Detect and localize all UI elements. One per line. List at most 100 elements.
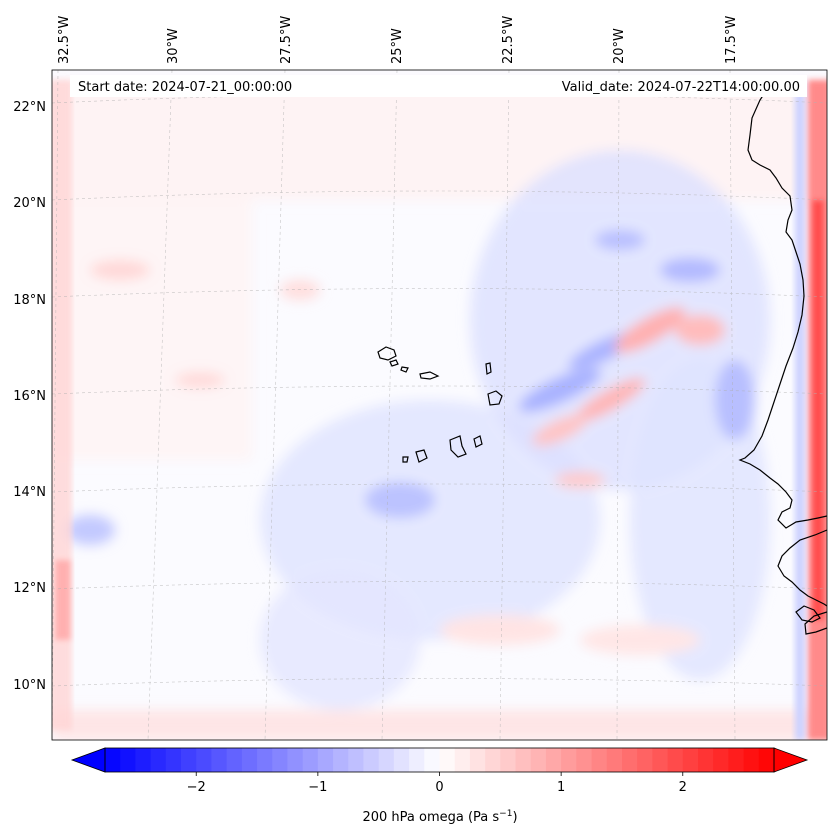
colorbar-segment: [196, 748, 212, 772]
lon-label: 20°W: [612, 28, 627, 64]
colorbar-label-close: ): [512, 810, 517, 825]
colorbar-segment: [621, 748, 638, 772]
colorbar-segment: [241, 748, 258, 772]
island: [473, 435, 483, 448]
lon-label: 17.5°W: [724, 16, 739, 64]
omega-field-zone: [440, 615, 560, 645]
island: [389, 359, 399, 367]
cape-verde-islands: [377, 346, 503, 463]
colorbar-segment: [728, 748, 745, 772]
colorbar-segment: [576, 748, 593, 772]
island: [485, 362, 492, 375]
colorbar-segment: [378, 748, 395, 772]
lon-label: 32.5°W: [57, 16, 72, 64]
gridline-lat: [52, 93, 827, 104]
colorbar-segment: [637, 748, 653, 772]
coastline-africa: [738, 81, 827, 529]
island: [449, 435, 467, 458]
omega-field-zone: [65, 515, 115, 545]
lat-label: 10°N: [13, 678, 46, 693]
colorbar-segment: [393, 748, 410, 772]
colorbar-segment: [439, 748, 456, 772]
omega-field-zone: [365, 482, 435, 518]
colorbar-segment: [226, 748, 243, 772]
colorbar-label-main: 200 hPa omega (Pa s: [362, 810, 499, 825]
colorbar-label-exp: −1: [499, 809, 512, 819]
colorbar-segment: [713, 748, 729, 772]
colorbar-segment: [469, 748, 486, 772]
gridline-lon: [264, 70, 286, 740]
omega-field-zone: [660, 258, 720, 282]
omega-field-zone: [518, 368, 602, 412]
omega-east-edge: [795, 80, 827, 740]
colorbar-segment: [545, 748, 562, 772]
colorbar-segment: [302, 748, 319, 772]
colorbar-segment: [181, 748, 197, 772]
gridline-lon: [616, 70, 620, 740]
omega-field-zone: [675, 315, 725, 345]
lat-label: 22°N: [13, 100, 46, 115]
longitude-labels: 32.5°W 30°W 27.5°W 25°W 22.5°W 20°W 17.5…: [57, 16, 739, 64]
colorbar-segment: [424, 748, 440, 772]
coastline-africa: [795, 605, 821, 623]
colorbar-segment: [743, 748, 760, 772]
lon-label: 27.5°W: [279, 16, 294, 64]
colorbar-tick-label: 0: [435, 780, 443, 795]
colorbar-label: 200 hPa omega (Pa s−1): [362, 809, 517, 825]
colorbar-extend-max: [773, 747, 809, 773]
colorbar-segment: [165, 748, 182, 772]
colorbar-segment: [317, 748, 334, 772]
colorbar: −2 −1 0 1 2 200 hPa omega (Pa s−1): [70, 747, 809, 825]
omega-field-zone: [715, 360, 755, 440]
colorbar-segment: [515, 748, 532, 772]
colorbar-segment: [530, 748, 547, 772]
colorbar-segment: [333, 748, 349, 772]
colorbar-segment: [561, 748, 577, 772]
coastline-africa: [777, 529, 827, 607]
colorbar-segment: [150, 748, 167, 772]
lon-label: 30°W: [166, 28, 181, 64]
lat-label: 14°N: [13, 485, 46, 500]
gridline-lat: [52, 190, 827, 201]
omega-field-zone: [52, 200, 252, 460]
gridline-lat: [52, 483, 827, 493]
gridline-lat: [52, 581, 827, 590]
start-date-label: Start date: 2024-07-21_00:00:00: [78, 80, 292, 95]
colorbar-ticks: −2 −1 0 1 2: [187, 772, 687, 795]
island: [377, 346, 397, 361]
colorbar-tick-label: −2: [187, 780, 206, 795]
gridline-lon: [52, 70, 59, 740]
gridline-lon: [729, 70, 736, 740]
omega-field-zone: [280, 280, 320, 300]
omega-field-zone: [55, 560, 71, 640]
colorbar-segment: [697, 748, 714, 772]
lon-label: 25°W: [390, 28, 405, 64]
gridline-lon: [147, 70, 173, 740]
colorbar-segment: [272, 748, 288, 772]
colorbar-segment: [591, 748, 608, 772]
omega-field-zone: [52, 80, 827, 200]
colorbar-segment: [682, 748, 699, 772]
island: [487, 390, 503, 406]
colorbar-tick-label: −1: [308, 780, 327, 795]
colorbar-segment: [606, 748, 623, 772]
omega-field-zone: [812, 200, 824, 620]
colorbar-extend-min: [70, 747, 106, 773]
colorbar-segment: [758, 748, 775, 772]
lat-label: 20°N: [13, 196, 46, 211]
island: [415, 449, 428, 463]
lat-label: 12°N: [13, 581, 46, 596]
colorbar-tick-label: 2: [679, 780, 687, 795]
omega-west-edge: [52, 80, 72, 730]
latitude-labels: 22°N 20°N 18°N 16°N 14°N 12°N 10°N: [13, 100, 46, 693]
colorbar-segment: [348, 748, 364, 772]
lat-label: 16°N: [13, 389, 46, 404]
colorbar-segment: [363, 748, 380, 772]
lon-label: 22.5°W: [501, 16, 516, 64]
gridline-lat: [52, 385, 827, 395]
colorbar-segment: [652, 748, 669, 772]
gridline-lat: [52, 288, 827, 298]
omega-field-zone: [90, 260, 150, 280]
gridline-lat: [52, 678, 827, 687]
